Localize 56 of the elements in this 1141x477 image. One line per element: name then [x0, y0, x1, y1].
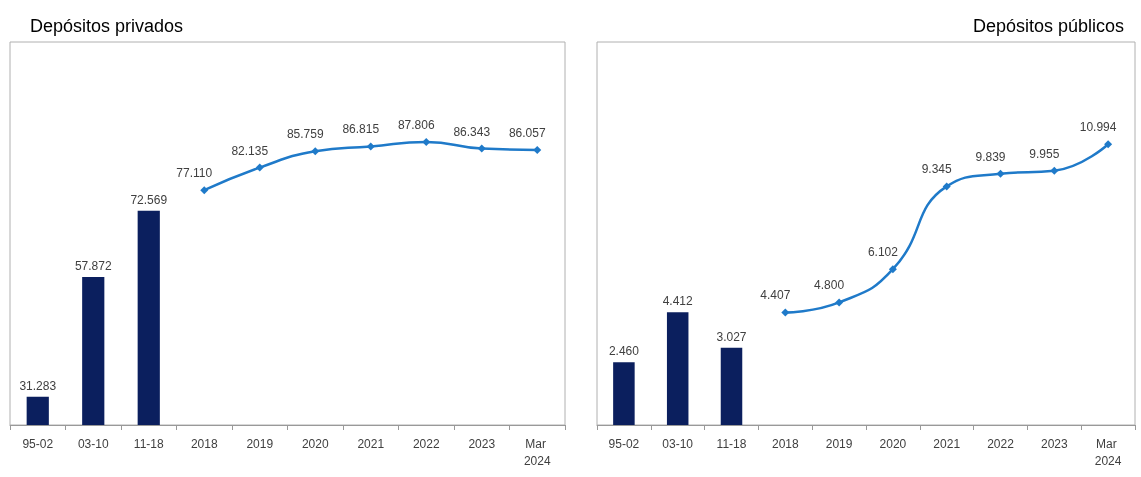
x-tick-label: Mar 2024 [523, 436, 551, 468]
point [996, 169, 1005, 178]
point [1104, 140, 1113, 149]
data-label: 31.283 [19, 378, 57, 393]
data-label: 4.800 [814, 278, 845, 293]
point [1050, 166, 1059, 175]
x-tick-label: Mar 2024 [1094, 436, 1122, 468]
point [533, 145, 542, 154]
point [835, 298, 844, 307]
data-label: 77.110 [176, 166, 213, 181]
data-label: 57.872 [74, 258, 112, 273]
data-label: 9.955 [1029, 146, 1060, 161]
data-label: 86.343 [453, 124, 491, 139]
data-label: 10.994 [1079, 120, 1117, 135]
x-tick-label: 2019 [246, 436, 274, 451]
data-label: 82.135 [231, 143, 269, 158]
data-label: 4.412 [662, 294, 694, 309]
x-tick-label: 2018 [771, 436, 799, 451]
x-tick-label: 11-18 [716, 436, 747, 451]
data-label: 2.460 [608, 344, 640, 359]
point [366, 142, 375, 151]
point [200, 186, 209, 195]
chart-title: Depósitos públicos [972, 16, 1125, 36]
x-tick-label: 2021 [933, 436, 961, 451]
x-tick-label: 2022 [412, 436, 440, 451]
data-label: 9.345 [921, 162, 953, 177]
point [477, 144, 486, 153]
data-label: 87.806 [397, 118, 435, 132]
data-label: 86.815 [342, 122, 380, 137]
x-tick-label: 2021 [357, 436, 385, 451]
x-tick-label: 2020 [879, 436, 907, 451]
x-tick-label: 11-18 [133, 436, 164, 451]
x-tick-label: 03-10 [77, 436, 109, 451]
point [422, 138, 431, 146]
x-tick-label: 2020 [301, 436, 329, 451]
x-tick-label: 2019 [825, 436, 853, 451]
x-tick-label: 2022 [987, 436, 1015, 451]
point [888, 265, 897, 274]
x-tick-label: 2023 [1040, 436, 1068, 451]
data-label: 3.027 [716, 329, 747, 344]
chart-title: Depósitos privados [30, 16, 184, 36]
data-label: 85.759 [286, 127, 324, 142]
x-tick-label: 03-10 [662, 436, 694, 451]
point [311, 147, 320, 156]
data-label: 6.102 [867, 245, 899, 260]
point [781, 308, 790, 317]
data-label: 9.839 [975, 149, 1006, 164]
data-label: 86.057 [508, 125, 546, 140]
x-tick-label: 95-02 [22, 436, 54, 451]
x-tick-label: 95-02 [608, 436, 640, 451]
x-tick-label: 2023 [468, 436, 496, 451]
point [942, 182, 951, 191]
point [255, 163, 264, 172]
x-tick-label: 2018 [190, 436, 218, 451]
data-label: 72.569 [130, 192, 168, 207]
data-label: 4.407 [760, 288, 791, 303]
